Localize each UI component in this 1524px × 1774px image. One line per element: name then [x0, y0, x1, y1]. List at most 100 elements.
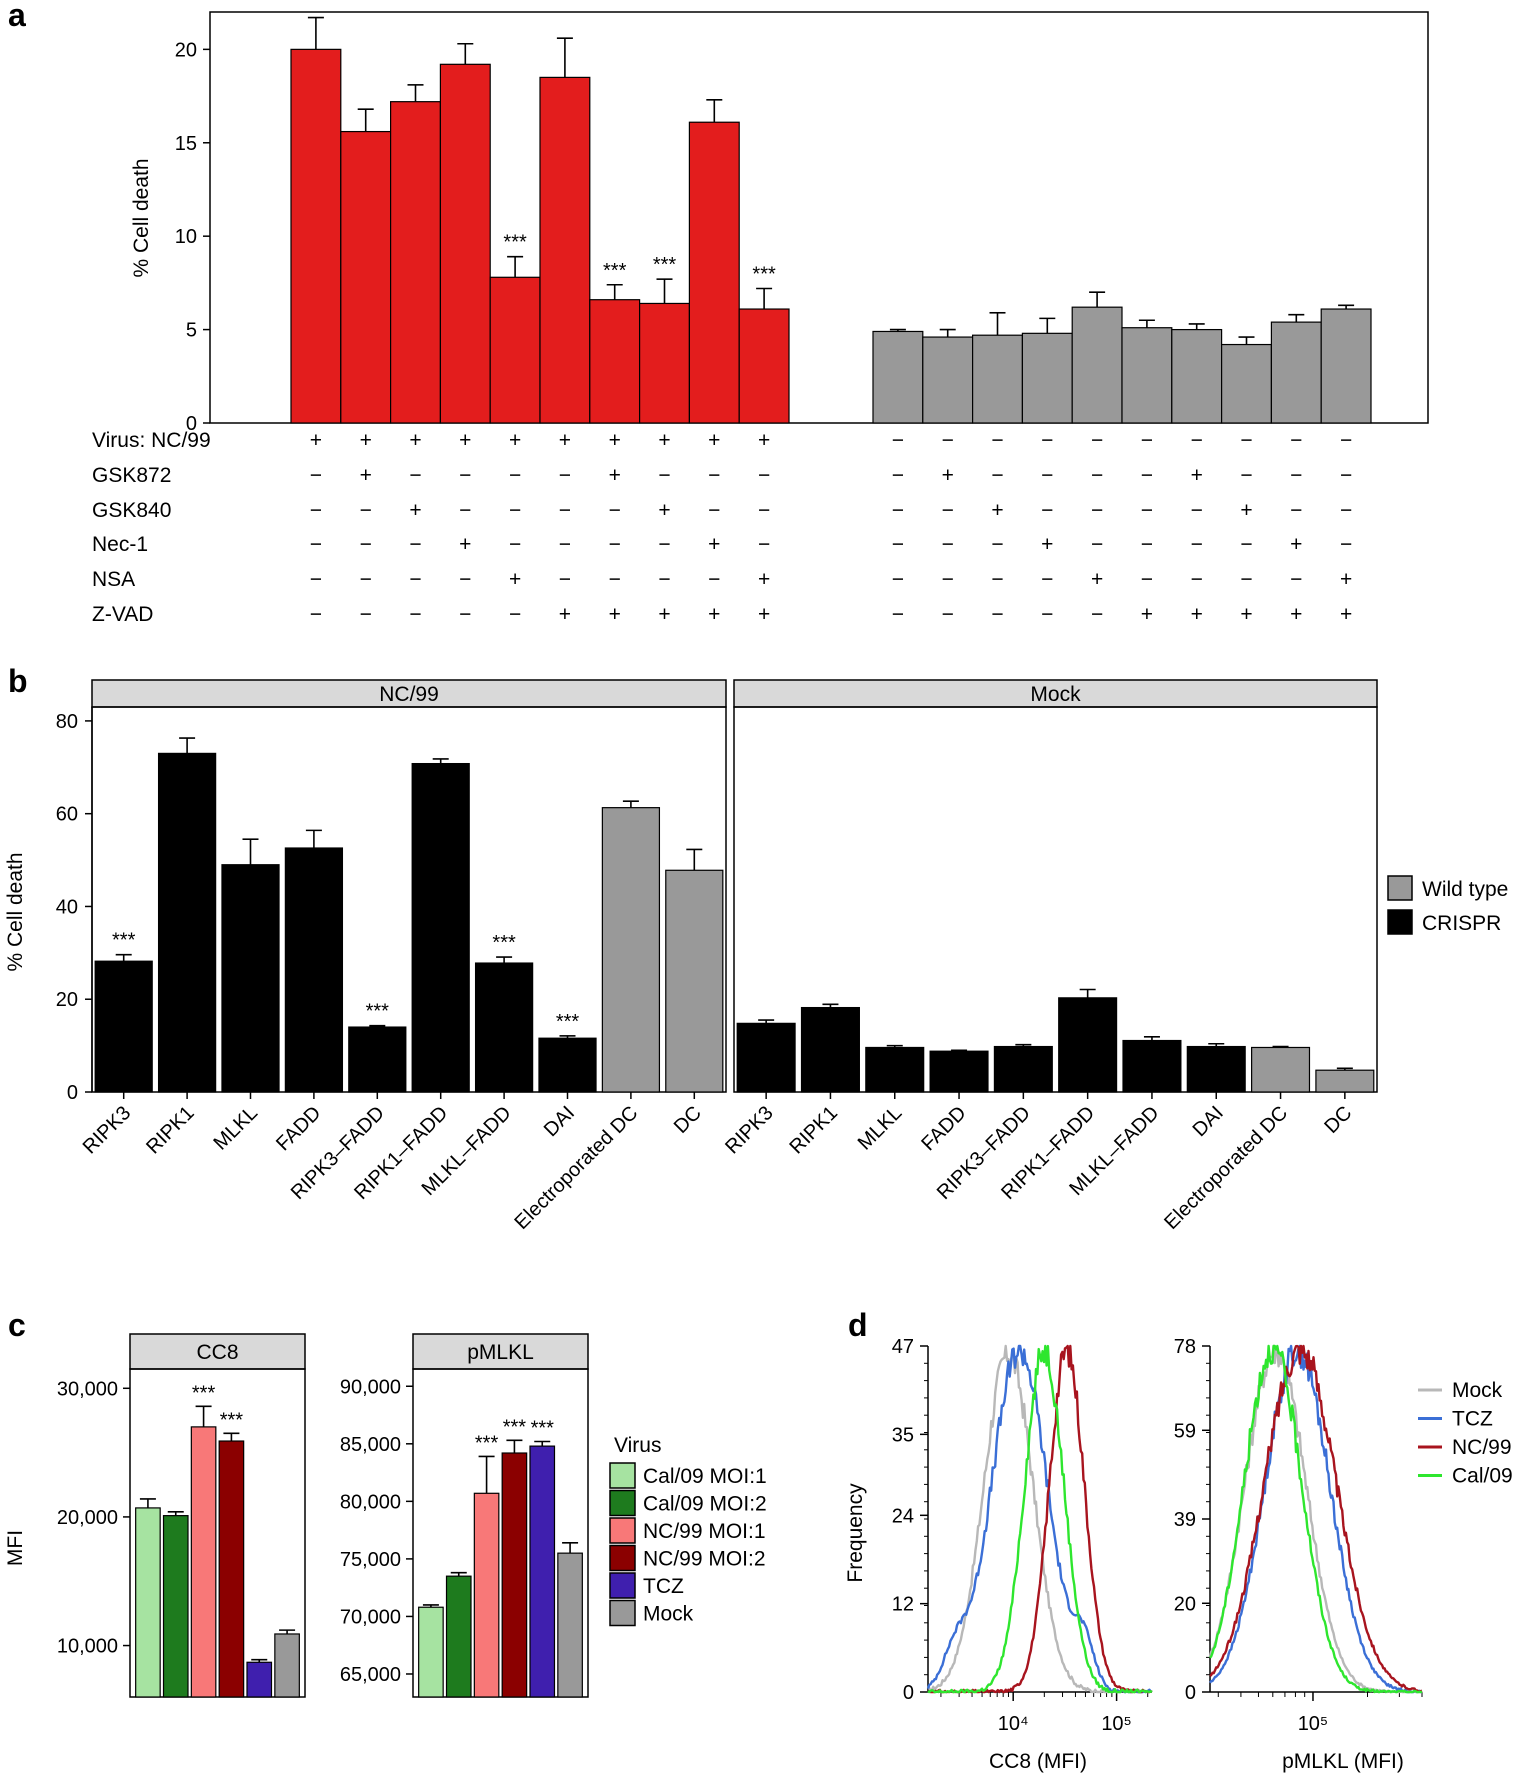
- panel-b-significance-label: ***: [556, 1011, 580, 1033]
- panel-c-bar: [445, 1575, 472, 1698]
- panel-c-facet-strip: [412, 1333, 589, 1370]
- panel-a-bar: [738, 308, 790, 424]
- panel-a-condition-sign: −: [459, 464, 471, 487]
- panel-b-legend-key-wild-type: [1387, 875, 1413, 901]
- panel-c-facet-label: CC8: [196, 1341, 238, 1364]
- panel-a-condition-sign: −: [459, 568, 471, 591]
- panel-a-condition-sign: −: [1191, 429, 1203, 452]
- panel-b-facet-frame: [91, 706, 727, 1093]
- panel-c-legend-label: Mock: [643, 1603, 694, 1626]
- panel-d-histogram-cal09: [1209, 1344, 1423, 1694]
- panel-a-condition-label: Virus: NC/99: [92, 429, 211, 452]
- panel-a-condition-sign: −: [509, 464, 521, 487]
- panel-a-bar: [1021, 332, 1073, 424]
- panel-a-condition-sign: −: [1041, 568, 1053, 591]
- panel-a-condition-sign: +: [708, 533, 720, 556]
- panel-a-condition-sign: −: [942, 533, 954, 556]
- panel-b-x-tick-label: FADD: [272, 1102, 325, 1155]
- panel-c-y-tick-label: 10,000: [57, 1636, 118, 1658]
- panel-b-bar: [157, 752, 217, 1093]
- panel-b-facet-label: NC/99: [379, 683, 439, 706]
- panel-b-bar: [601, 807, 661, 1093]
- panel-d-y-axis-title: Frequency: [844, 1483, 867, 1583]
- panel-b-significance-label: ***: [112, 930, 136, 952]
- panel-a-condition-sign: −: [991, 603, 1003, 626]
- panel-d-y-tick-label: 47: [892, 1336, 914, 1358]
- panel-a-condition-sign: −: [310, 464, 322, 487]
- panel-d-y-tick-label: 24: [892, 1505, 914, 1527]
- panel-b-bar: [1315, 1069, 1375, 1093]
- panel-a-condition-sign: +: [1290, 533, 1302, 556]
- panel-a-condition-sign: −: [559, 533, 571, 556]
- panel-a-condition-sign: +: [658, 499, 670, 522]
- panel-a-condition-sign: +: [1191, 464, 1203, 487]
- panel-a-condition-label: GSK840: [92, 499, 171, 522]
- panel-b-y-tick-label: 40: [56, 896, 78, 918]
- panel-a-y-tick-label: 15: [175, 133, 197, 155]
- panel-c-legend-key: [609, 1489, 636, 1517]
- panel-b-bar: [284, 847, 344, 1093]
- panel-a-condition-sign: −: [658, 533, 670, 556]
- panel-a-condition-sign: −: [1290, 568, 1302, 591]
- panel-b-x-tick-label: MLKL: [854, 1102, 907, 1155]
- panel-a-condition-sign: −: [708, 568, 720, 591]
- panel-c-bar: [162, 1515, 189, 1698]
- panel-a-condition-sign: −: [360, 533, 372, 556]
- panel-a-condition-sign: +: [1340, 568, 1352, 591]
- panel-a-condition-sign: +: [708, 429, 720, 452]
- panel-a-condition-label: Z-VAD: [92, 603, 153, 626]
- panel-a-condition-sign: −: [942, 499, 954, 522]
- panel-c-significance-label: ***: [475, 1432, 499, 1454]
- panel-a-condition-sign: −: [609, 499, 621, 522]
- panel-c-y-tick-label: 75,000: [340, 1549, 401, 1571]
- panel-a-condition-sign: −: [1340, 429, 1352, 452]
- panel-letter-b: b: [8, 663, 28, 699]
- panel-a-condition-sign: −: [942, 429, 954, 452]
- panel-a-condition-label: NSA: [92, 568, 135, 591]
- panel-b-legend-label-crispr: CRISPR: [1422, 912, 1501, 935]
- panel-d-y-tick-label: 78: [1174, 1336, 1196, 1358]
- panel-b-bar: [1058, 997, 1118, 1093]
- panel-a-condition-sign: −: [991, 429, 1003, 452]
- panel-c-significance-label: ***: [503, 1416, 527, 1438]
- panel-a-condition-sign: −: [459, 603, 471, 626]
- panel-d-x-tick-label: 10⁵: [1298, 1713, 1329, 1735]
- panel-b-bar: [538, 1037, 597, 1093]
- panel-c-y-tick-label: 70,000: [340, 1606, 401, 1628]
- panel-a-significance-label: ***: [653, 254, 677, 276]
- panel-a-condition-sign: −: [609, 533, 621, 556]
- panel-a-condition-sign: +: [1141, 603, 1153, 626]
- panel-a-condition-sign: −: [991, 533, 1003, 556]
- panel-c-y-tick-label: 85,000: [340, 1434, 401, 1456]
- panel-a-condition-sign: +: [1041, 533, 1053, 556]
- panel-d-y-tick-label: 0: [1185, 1682, 1196, 1704]
- panel-a-condition-sign: −: [1191, 568, 1203, 591]
- panel-c-legend-label: TCZ: [643, 1575, 684, 1598]
- panel-d-y-tick-label: 12: [892, 1594, 914, 1616]
- panel-a-condition-sign: −: [1041, 429, 1053, 452]
- panel-a-y-tick-label: 5: [186, 320, 197, 342]
- panel-a-condition-sign: +: [1240, 603, 1252, 626]
- panel-d-histogram-mock: [927, 1344, 1153, 1694]
- panel-b-bar: [94, 960, 153, 1093]
- panel-d-legend-label: NC/99: [1452, 1436, 1512, 1459]
- panel-c-facet-frame: [129, 1368, 306, 1698]
- panel-a-bar: [1220, 343, 1272, 424]
- panel-a-condition-sign: +: [559, 603, 571, 626]
- panel-a-condition-sign: −: [459, 499, 471, 522]
- panel-a-condition-sign: −: [1141, 429, 1153, 452]
- panel-c-legend-label: Cal/09 MOI:1: [643, 1465, 767, 1488]
- panel-a-condition-sign: −: [1240, 533, 1252, 556]
- panel-a-bar: [1071, 306, 1123, 424]
- panel-a-bar: [638, 302, 690, 424]
- panel-b-y-tick-label: 20: [56, 989, 78, 1011]
- panel-d-y-tick-label: 0: [903, 1682, 914, 1704]
- panel-b-y-tick-label: 80: [56, 711, 78, 733]
- panel-b-bar: [736, 1022, 796, 1093]
- panel-d-y-tick-label: 39: [1174, 1509, 1196, 1531]
- panel-a-condition-sign: −: [509, 603, 521, 626]
- panel-a-condition-sign: −: [409, 568, 421, 591]
- panel-a-condition-sign: −: [942, 568, 954, 591]
- panel-a-condition-sign: −: [1290, 499, 1302, 522]
